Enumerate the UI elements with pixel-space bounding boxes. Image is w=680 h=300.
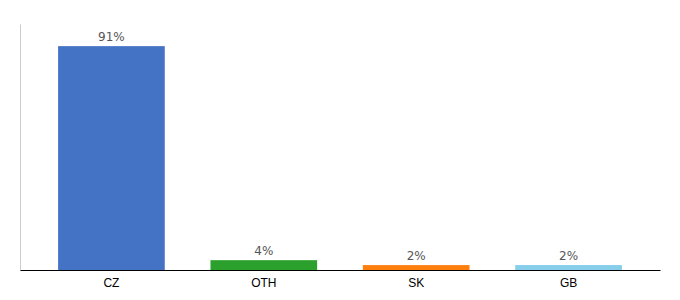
data-label: 2% [407,249,426,263]
data-label: 4% [254,244,273,258]
data-labels: 91% 4% 2% 2% [98,30,578,263]
x-tick-label: CZ [103,276,119,290]
bar [58,46,165,270]
y-axis [20,25,21,271]
chart-container: CZ OTH SK GB 91% 4% 2% 2% [0,0,680,300]
x-tick-label: GB [560,276,577,290]
data-label: 2% [559,249,578,263]
x-axis-line [21,270,661,271]
x-tick-label: SK [408,276,424,290]
data-label: 91% [98,30,125,44]
x-tick: SK [408,270,424,290]
bar [515,265,622,270]
x-tick: CZ [103,270,119,290]
x-tick: OTH [251,270,276,290]
bars [58,46,622,270]
x-tick-label: OTH [251,276,276,290]
x-axis: CZ OTH SK GB [21,270,661,290]
chart-svg: CZ OTH SK GB 91% 4% 2% 2% [0,0,680,300]
x-tick: GB [560,270,577,290]
bar [363,265,470,270]
bar [210,260,317,270]
plot-area: CZ OTH SK GB 91% 4% 2% 2% [21,25,661,290]
y-axis-line [20,25,21,271]
